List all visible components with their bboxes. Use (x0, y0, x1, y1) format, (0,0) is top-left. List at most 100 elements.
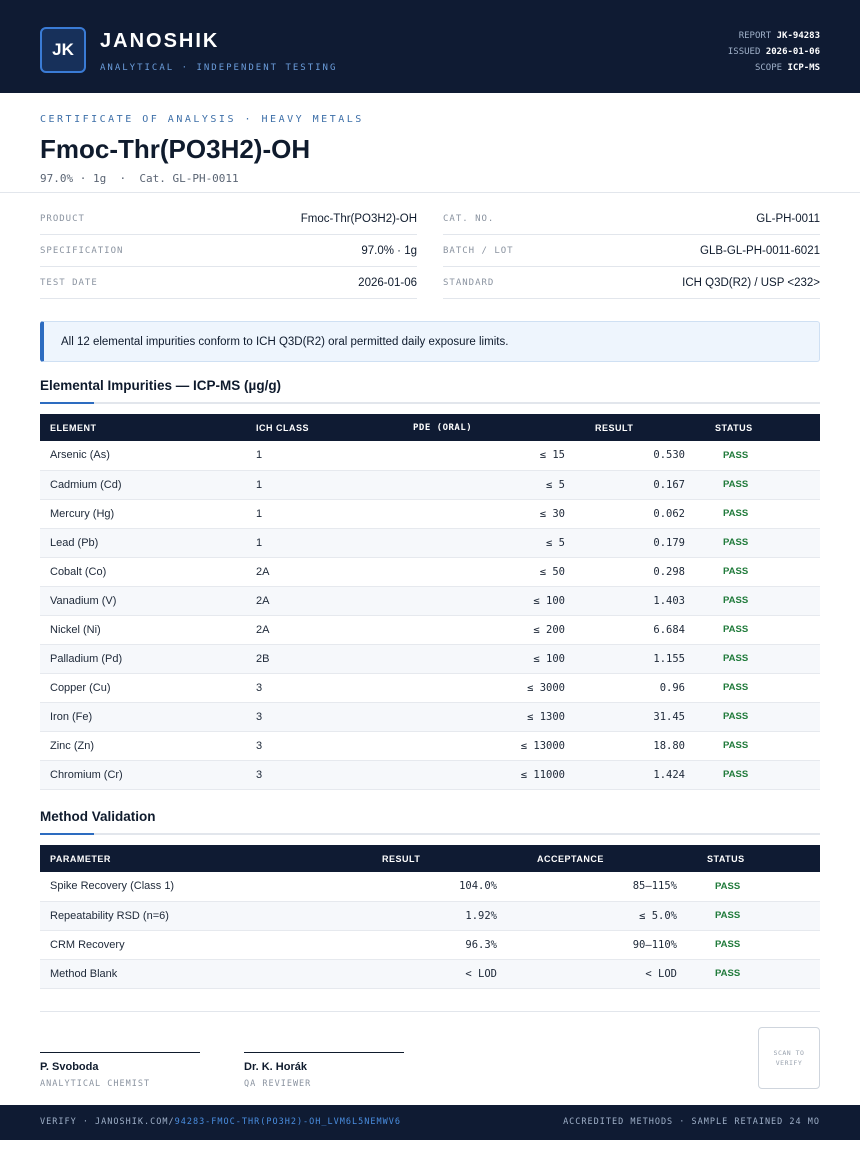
status-cell: PASS (697, 930, 820, 960)
ich-class-cell: 3 (246, 760, 403, 790)
scope-label: SCOPE (754, 63, 783, 73)
table-row: Iron (Fe) 3 ≤ 1300 31.45 PASS (40, 702, 820, 732)
verify-link[interactable]: 94283-FMOC-THR(PO3H2)-OH_LVM6L5NEMWV6 (174, 1117, 401, 1127)
ich-class-cell: 1 (246, 499, 403, 529)
status-cell: PASS (697, 959, 820, 989)
status-cell: PASS (705, 586, 820, 616)
info-label: TEST DATE (40, 277, 98, 288)
column-header: ICH CLASS (256, 422, 310, 433)
report-header: JK JANOSHIK ANALYTICAL · INDEPENDENT TES… (0, 0, 860, 93)
section-rule (40, 402, 820, 404)
ich-class-cell: 2A (246, 615, 403, 645)
pde-cell: ≤ 5 (403, 528, 585, 558)
result-cell: 1.92% (310, 901, 517, 931)
result-cell: < LOD (310, 959, 517, 989)
impurities-table: ELEMENT ICH CLASS PDE (ORAL) RESULT STAT… (40, 414, 820, 790)
table-row: Arsenic (As) 1 ≤ 15 0.530 PASS (40, 441, 820, 471)
ich-class-cell: 2A (246, 557, 403, 587)
status-cell: PASS (697, 901, 820, 931)
table-row: Zinc (Zn) 3 ≤ 13000 18.80 PASS (40, 731, 820, 761)
parameter-cell: CRM Recovery (40, 930, 310, 960)
verify-prefix: VERIFY · JANOSHIK.COM/ (40, 1117, 175, 1127)
acceptance-cell: 85–115% (517, 872, 697, 902)
scope-value: ICP-MS (787, 63, 820, 73)
table-row: Cadmium (Cd) 1 ≤ 5 0.167 PASS (40, 470, 820, 500)
result-cell: 0.062 (585, 499, 705, 529)
info-row-batch-lot: BATCH / LOT GLB-GL-PH-0011-6021 (443, 235, 820, 267)
parameter-cell: Method Blank (40, 959, 310, 989)
verify-line: VERIFY · JANOSHIK.COM/94283-FMOC-THR(PO3… (40, 1117, 401, 1127)
status-cell: PASS (705, 760, 820, 790)
element-cell: Lead (Pb) (40, 528, 246, 558)
section-rule (40, 833, 820, 835)
info-label: SPECIFICATION (40, 245, 124, 256)
info-grid-left: PRODUCT Fmoc-Thr(PO3H2)-OH SPECIFICATION… (40, 203, 417, 299)
issued-line: ISSUED 2026-01-06 (728, 44, 820, 60)
report-footer: VERIFY · JANOSHIK.COM/94283-FMOC-THR(PO3… (0, 1105, 860, 1140)
ich-class-cell: 3 (246, 673, 403, 703)
brand-logo: JK (40, 27, 86, 73)
info-value: Fmoc-Thr(PO3H2)-OH (300, 212, 417, 225)
scan-to-verify-box[interactable]: SCAN TO VERIFY (758, 1027, 820, 1089)
divider (0, 192, 860, 193)
acceptance-cell: < LOD (517, 959, 697, 989)
pde-cell: ≤ 30 (403, 499, 585, 529)
result-cell: 1.155 (585, 644, 705, 674)
signature-role: ANALYTICAL CHEMIST (40, 1079, 151, 1089)
parameter-cell: Repeatability RSD (n=6) (40, 901, 310, 931)
table-row: Nickel (Ni) 2A ≤ 200 6.684 PASS (40, 615, 820, 645)
signature-name: P. Svoboda (40, 1061, 99, 1073)
element-cell: Vanadium (V) (40, 586, 246, 616)
info-row-product: PRODUCT Fmoc-Thr(PO3H2)-OH (40, 203, 417, 235)
column-header: ACCEPTANCE (537, 853, 604, 864)
pde-cell: ≤ 200 (403, 615, 585, 645)
table-row: Chromium (Cr) 3 ≤ 11000 1.424 PASS (40, 760, 820, 790)
result-cell: 0.179 (585, 528, 705, 558)
result-cell: 0.96 (585, 673, 705, 703)
result-cell: 0.298 (585, 557, 705, 587)
info-value: 97.0% · 1g (361, 244, 417, 257)
table-row: Vanadium (V) 2A ≤ 100 1.403 PASS (40, 586, 820, 616)
signature-block: Dr. K. Horák QA REVIEWER (244, 1052, 404, 1089)
info-label: STANDARD (443, 277, 495, 288)
status-cell: PASS (705, 615, 820, 645)
table-row: Lead (Pb) 1 ≤ 5 0.179 PASS (40, 528, 820, 558)
pde-cell: ≤ 5 (403, 470, 585, 500)
result-cell: 0.530 (585, 441, 705, 471)
pde-cell: ≤ 50 (403, 557, 585, 587)
info-value: GLB-GL-PH-0011-6021 (700, 244, 820, 257)
result-cell: 18.80 (585, 731, 705, 761)
ich-class-cell: 3 (246, 731, 403, 761)
result-cell: 6.684 (585, 615, 705, 645)
element-cell: Copper (Cu) (40, 673, 246, 703)
pde-cell: ≤ 15 (403, 441, 585, 471)
validation-table-body: Spike Recovery (Class 1) 104.0% 85–115% PAS… (40, 872, 820, 989)
result-cell: 1.424 (585, 760, 705, 790)
status-cell: PASS (705, 557, 820, 587)
column-header: STATUS (715, 422, 753, 433)
issued-date: 2026-01-06 (765, 47, 820, 57)
status-cell: PASS (705, 644, 820, 674)
acceptance-cell: 90–110% (517, 930, 697, 960)
pde-cell: ≤ 3000 (403, 673, 585, 703)
page-subtitle: 97.0% · 1g · Cat. GL-PH-0011 (40, 172, 239, 185)
report-meta: REPORT JK-94283 ISSUED 2026-01-06 SCOPE … (728, 28, 820, 76)
issued-label: ISSUED (727, 47, 761, 57)
info-label: BATCH / LOT (443, 245, 514, 256)
info-grid-right: CAT. NO. GL-PH-0011 BATCH / LOT GLB-GL-P… (443, 203, 820, 299)
report-id-line: REPORT JK-94283 (728, 28, 820, 44)
ich-class-cell: 1 (246, 441, 403, 471)
pde-cell: ≤ 1300 (403, 702, 585, 732)
brand-tagline: ANALYTICAL · INDEPENDENT TESTING (100, 63, 338, 73)
element-cell: Arsenic (As) (40, 441, 246, 471)
parameter-cell: Spike Recovery (Class 1) (40, 872, 310, 902)
impurities-table-body: Arsenic (As) 1 ≤ 15 0.530 PASS Cadmium (Cd) 1 ≤… (40, 441, 820, 790)
table-row: CRM Recovery 96.3% 90–110% PASS (40, 930, 820, 960)
table-row: Cobalt (Co) 2A ≤ 50 0.298 PASS (40, 557, 820, 587)
validation-section-title: Method Validation (40, 809, 156, 824)
element-cell: Cobalt (Co) (40, 557, 246, 587)
table-header-row: PARAMETER RESULT ACCEPTANCE STATUS (40, 845, 820, 872)
element-cell: Mercury (Hg) (40, 499, 246, 529)
result-cell: 1.403 (585, 586, 705, 616)
pde-cell: ≤ 11000 (403, 760, 585, 790)
